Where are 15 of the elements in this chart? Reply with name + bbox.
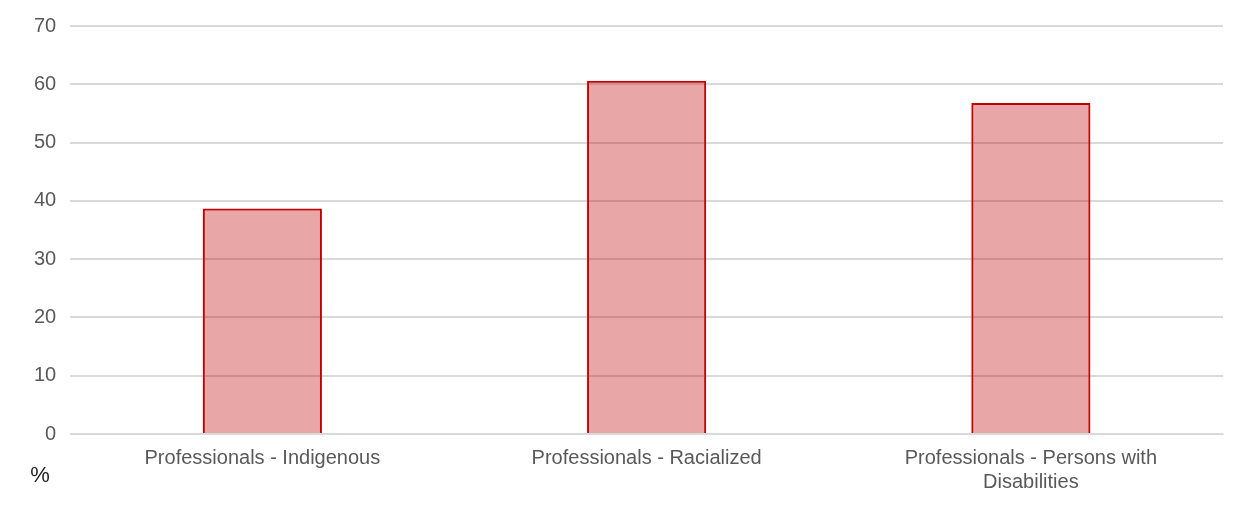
y-tick-label: 70 xyxy=(34,13,57,36)
bar xyxy=(587,80,707,433)
bar xyxy=(971,102,1091,433)
y-tick-label: 20 xyxy=(34,304,57,327)
y-tick-label: 30 xyxy=(34,246,57,269)
y-tick-label: 60 xyxy=(34,71,57,94)
y-tick-label: 10 xyxy=(34,363,57,386)
y-tick-label: 0 xyxy=(45,421,57,444)
x-tick-label: Professionals - Persons with Disabilities xyxy=(904,445,1158,492)
y-tick-label: 50 xyxy=(34,130,57,153)
y-tick-label: 40 xyxy=(34,188,57,211)
y-axis-title: % xyxy=(30,462,50,488)
x-tick-label: Professionals - Indigenous xyxy=(144,445,381,468)
bar xyxy=(202,208,322,433)
x-tick-label: Professionals - Racialized xyxy=(531,445,762,468)
